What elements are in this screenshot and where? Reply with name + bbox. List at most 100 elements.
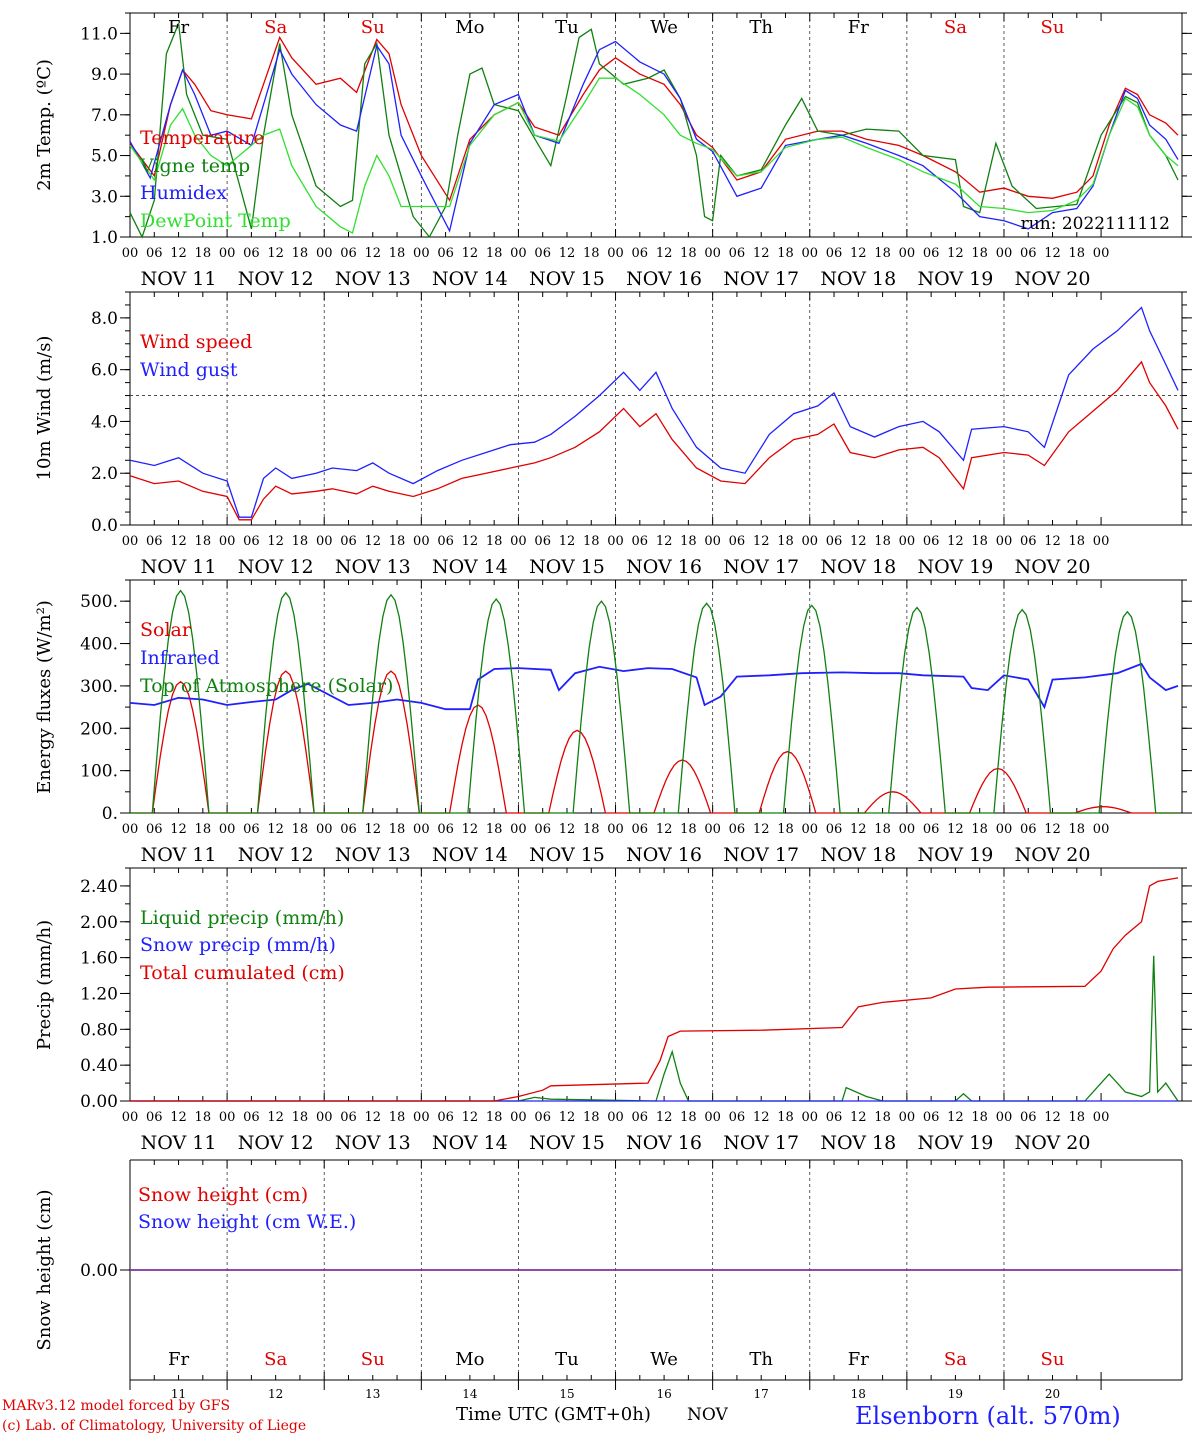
date-label: NOV 12: [238, 556, 314, 578]
x-hour-label: 12: [267, 822, 284, 837]
x-hour-label: 00: [510, 1110, 527, 1125]
x-hour-label: 06: [146, 246, 163, 261]
day-name-bottom: Tu: [555, 1349, 579, 1370]
date-label: NOV 17: [723, 268, 799, 290]
date-label: NOV 14: [432, 1132, 508, 1154]
x-hour-label: 06: [1020, 534, 1037, 549]
x-hour-label: 18: [680, 534, 697, 549]
x-hour-label: 18: [292, 246, 309, 261]
legend-entry: Total cumulated (cm): [140, 962, 345, 984]
series-line-humidex: [129, 40, 1179, 233]
month-label: NOV: [687, 1405, 728, 1425]
series-line-infrared: [129, 662, 1179, 711]
x-hour-label: 12: [947, 822, 964, 837]
x-hour-label: 12: [364, 822, 381, 837]
day-number: 11: [171, 1387, 186, 1401]
x-hour-label: 18: [486, 246, 503, 261]
y-tick-label: 5.0: [91, 147, 118, 167]
y-tick-label: 0.: [102, 804, 118, 824]
x-hour-label: 06: [243, 822, 260, 837]
x-hour-label: 12: [1044, 822, 1061, 837]
day-name-top: Mo: [455, 17, 484, 38]
y-tick-label: 0.80: [80, 1020, 118, 1040]
date-label: NOV 11: [141, 268, 217, 290]
legend-entry: Liquid precip (mm/h): [140, 907, 344, 929]
x-hour-label: 12: [559, 1110, 576, 1125]
date-label: NOV 15: [529, 556, 605, 578]
x-hour-label: 18: [777, 1110, 794, 1125]
x-hour-label: 00: [510, 822, 527, 837]
y-tick-label: 2.0: [91, 464, 118, 484]
credit-line-2: (c) Lab. of Climatology, University of L…: [2, 1418, 307, 1434]
legend-entry: Snow height (cm): [138, 1184, 308, 1206]
series-line-dewpoint-temp: [129, 77, 1179, 234]
x-hour-label: 00: [413, 822, 430, 837]
x-hour-label: 00: [413, 1110, 430, 1125]
x-hour-label: 18: [971, 534, 988, 549]
x-hour-label: 06: [923, 534, 940, 549]
day-name-bottom: Th: [749, 1349, 773, 1370]
x-hour-label: 00: [704, 822, 721, 837]
y-axis-label: 10m Wind (m/s): [34, 336, 55, 481]
x-hour-label: 00: [801, 246, 818, 261]
x-hour-label: 12: [364, 246, 381, 261]
legend-entry: Solar: [140, 619, 192, 641]
date-label: NOV 19: [918, 556, 994, 578]
day-name-top: Sa: [264, 17, 287, 38]
series-line-vigne-temp: [129, 22, 1179, 239]
x-hour-label: 18: [680, 1110, 697, 1125]
x-axis-label: Time UTC (GMT+0h): [456, 1404, 651, 1425]
x-hour-label: 06: [632, 534, 649, 549]
day-name-top: Tu: [555, 17, 579, 38]
x-hour-label: 12: [656, 822, 673, 837]
x-hour-label: 12: [267, 246, 284, 261]
date-label: NOV 19: [918, 268, 994, 290]
date-label: NOV 15: [529, 268, 605, 290]
date-label: NOV 16: [626, 844, 702, 866]
x-hour-label: 18: [874, 534, 891, 549]
x-hour-label: 00: [1093, 534, 1110, 549]
legend-entry: Humidex: [140, 182, 227, 204]
day-name-bottom: Fr: [168, 1349, 189, 1370]
x-hour-label: 00: [996, 246, 1013, 261]
x-hour-label: 00: [607, 534, 624, 549]
x-hour-label: 12: [559, 534, 576, 549]
y-tick-label: 6.0: [91, 361, 118, 381]
x-hour-label: 06: [437, 822, 454, 837]
day-number: 16: [656, 1387, 671, 1401]
x-hour-label: 06: [534, 534, 551, 549]
x-hour-label: 00: [219, 1110, 236, 1125]
x-hour-label: 00: [1093, 246, 1110, 261]
x-hour-label: 00: [316, 246, 333, 261]
x-hour-label: 06: [632, 246, 649, 261]
x-hour-label: 06: [437, 1110, 454, 1125]
series-line-wind-gust: [129, 306, 1179, 518]
x-hour-label: 00: [801, 534, 818, 549]
day-name-bottom: Mo: [455, 1349, 484, 1370]
x-hour-label: 00: [219, 822, 236, 837]
x-hour-label: 12: [850, 1110, 867, 1125]
x-hour-label: 12: [656, 534, 673, 549]
x-hour-label: 06: [826, 246, 843, 261]
y-tick-label: 7.0: [91, 106, 118, 126]
x-hour-label: 12: [170, 1110, 187, 1125]
day-name-bottom: Su: [361, 1349, 385, 1370]
x-hour-label: 18: [195, 822, 212, 837]
x-hour-label: 12: [462, 1110, 479, 1125]
day-number: 13: [365, 1387, 380, 1401]
x-hour-label: 12: [170, 534, 187, 549]
day-name-top: Fr: [168, 17, 189, 38]
x-hour-label: 18: [777, 246, 794, 261]
x-hour-label: 00: [1093, 1110, 1110, 1125]
series-line-top-of-atmosphere-solar-: [130, 589, 1178, 814]
credit-line-1: MARv3.12 model forced by GFS: [2, 1398, 231, 1414]
legend-entry: Snow height (cm W.E.): [138, 1211, 356, 1233]
x-hour-label: 18: [874, 822, 891, 837]
x-hour-label: 06: [632, 1110, 649, 1125]
day-number: 17: [754, 1387, 769, 1401]
day-number: 18: [851, 1387, 866, 1401]
date-label: NOV 11: [141, 1132, 217, 1154]
x-hour-label: 00: [801, 1110, 818, 1125]
y-tick-label: 0.40: [80, 1056, 118, 1076]
x-hour-label: 18: [874, 246, 891, 261]
